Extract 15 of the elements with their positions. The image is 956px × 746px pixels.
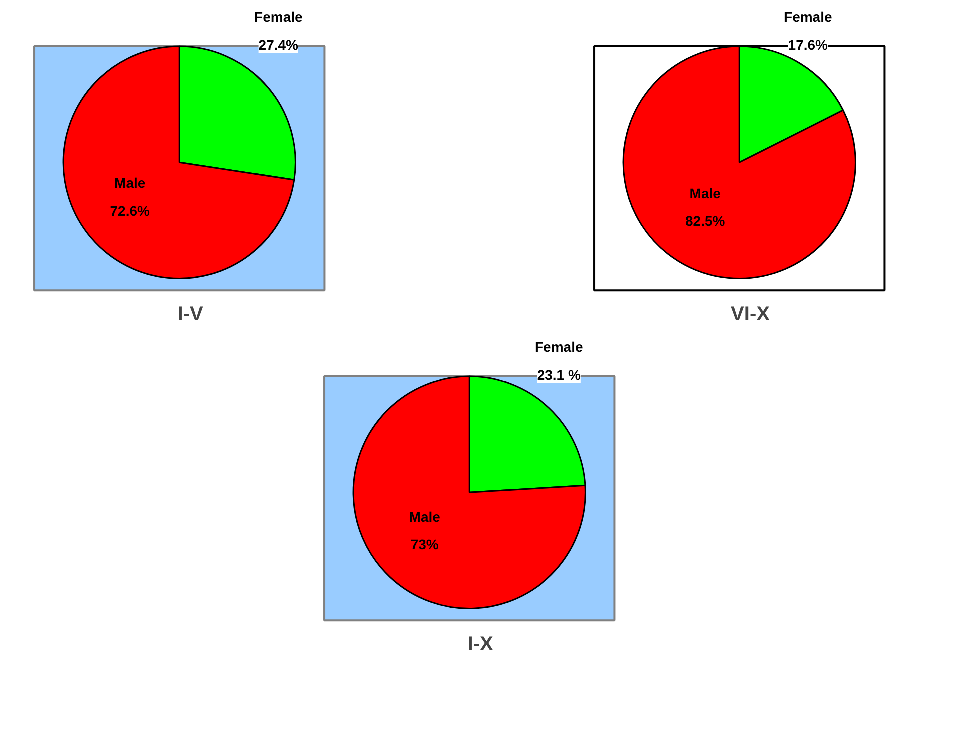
text: I-V xyxy=(178,304,204,326)
data-label: 72.6% xyxy=(110,202,150,219)
slice-label: Male xyxy=(114,174,146,191)
data-label: 17.6% xyxy=(788,37,829,54)
data-label: 23.1 % xyxy=(537,367,582,384)
data-label: 27.4% xyxy=(258,37,300,54)
text: VI-X xyxy=(731,304,771,326)
slice-label: Female xyxy=(784,9,832,26)
text: I-X xyxy=(468,634,494,656)
slice-label: Female xyxy=(254,9,303,26)
slice-label: Male xyxy=(690,185,722,202)
data-label: 73% xyxy=(410,536,440,553)
data-label: 82.5% xyxy=(686,213,726,230)
slice-label: Female xyxy=(535,339,584,356)
slice-label: Male xyxy=(409,508,441,525)
